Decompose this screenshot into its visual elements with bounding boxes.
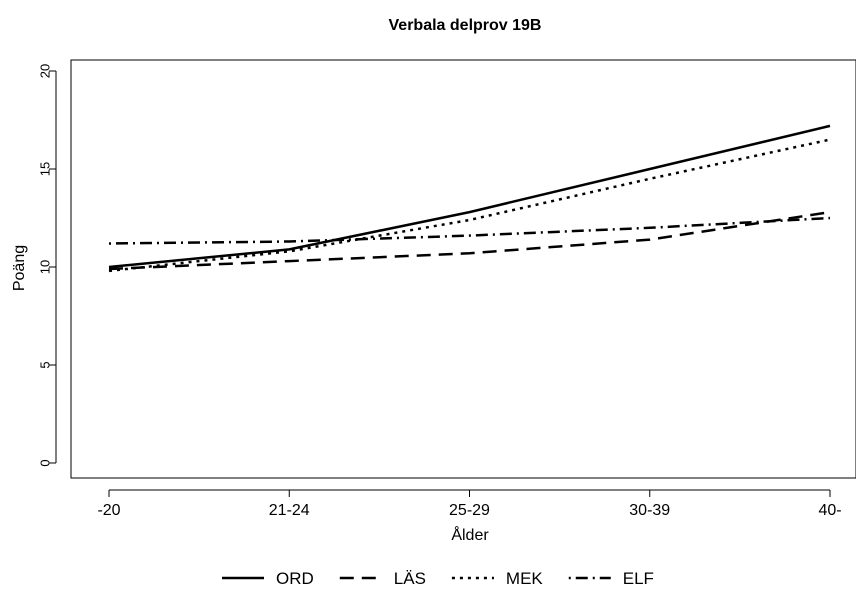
x-axis: -20 21-24 25-29 30-39 40-	[97, 489, 842, 519]
x-axis-label: Ålder	[451, 525, 489, 544]
series-line-läs	[108, 210, 831, 271]
y-tick-label: 15	[38, 162, 53, 176]
x-tick-label: 25-29	[449, 502, 490, 519]
y-tick-label: 20	[38, 64, 53, 78]
plot-frame	[70, 59, 856, 479]
series-line-elf	[108, 216, 831, 245]
y-tick-label: 10	[38, 260, 53, 274]
legend-label-elf: ELF	[623, 569, 654, 588]
y-tick-label: 0	[38, 459, 53, 466]
y-axis-label: Poäng	[11, 245, 28, 291]
x-tick-label: -20	[97, 502, 120, 519]
series-lines	[108, 124, 831, 273]
y-tick-label: 5	[38, 361, 53, 368]
chart-title: Verbala delprov 19B	[389, 17, 542, 34]
x-tick-label: 30-39	[629, 502, 670, 519]
y-axis: 0 5 10 15 20	[38, 64, 57, 467]
legend: ORD LÄS MEK ELF	[222, 569, 654, 588]
legend-label-läs: LÄS	[394, 569, 426, 588]
series-line-mek	[108, 138, 831, 273]
series-line-ord	[108, 124, 831, 269]
legend-label-ord: ORD	[276, 569, 314, 588]
legend-label-mek: MEK	[506, 569, 544, 588]
x-tick-label: 21-24	[269, 502, 310, 519]
x-tick-label: 40-	[818, 502, 841, 519]
